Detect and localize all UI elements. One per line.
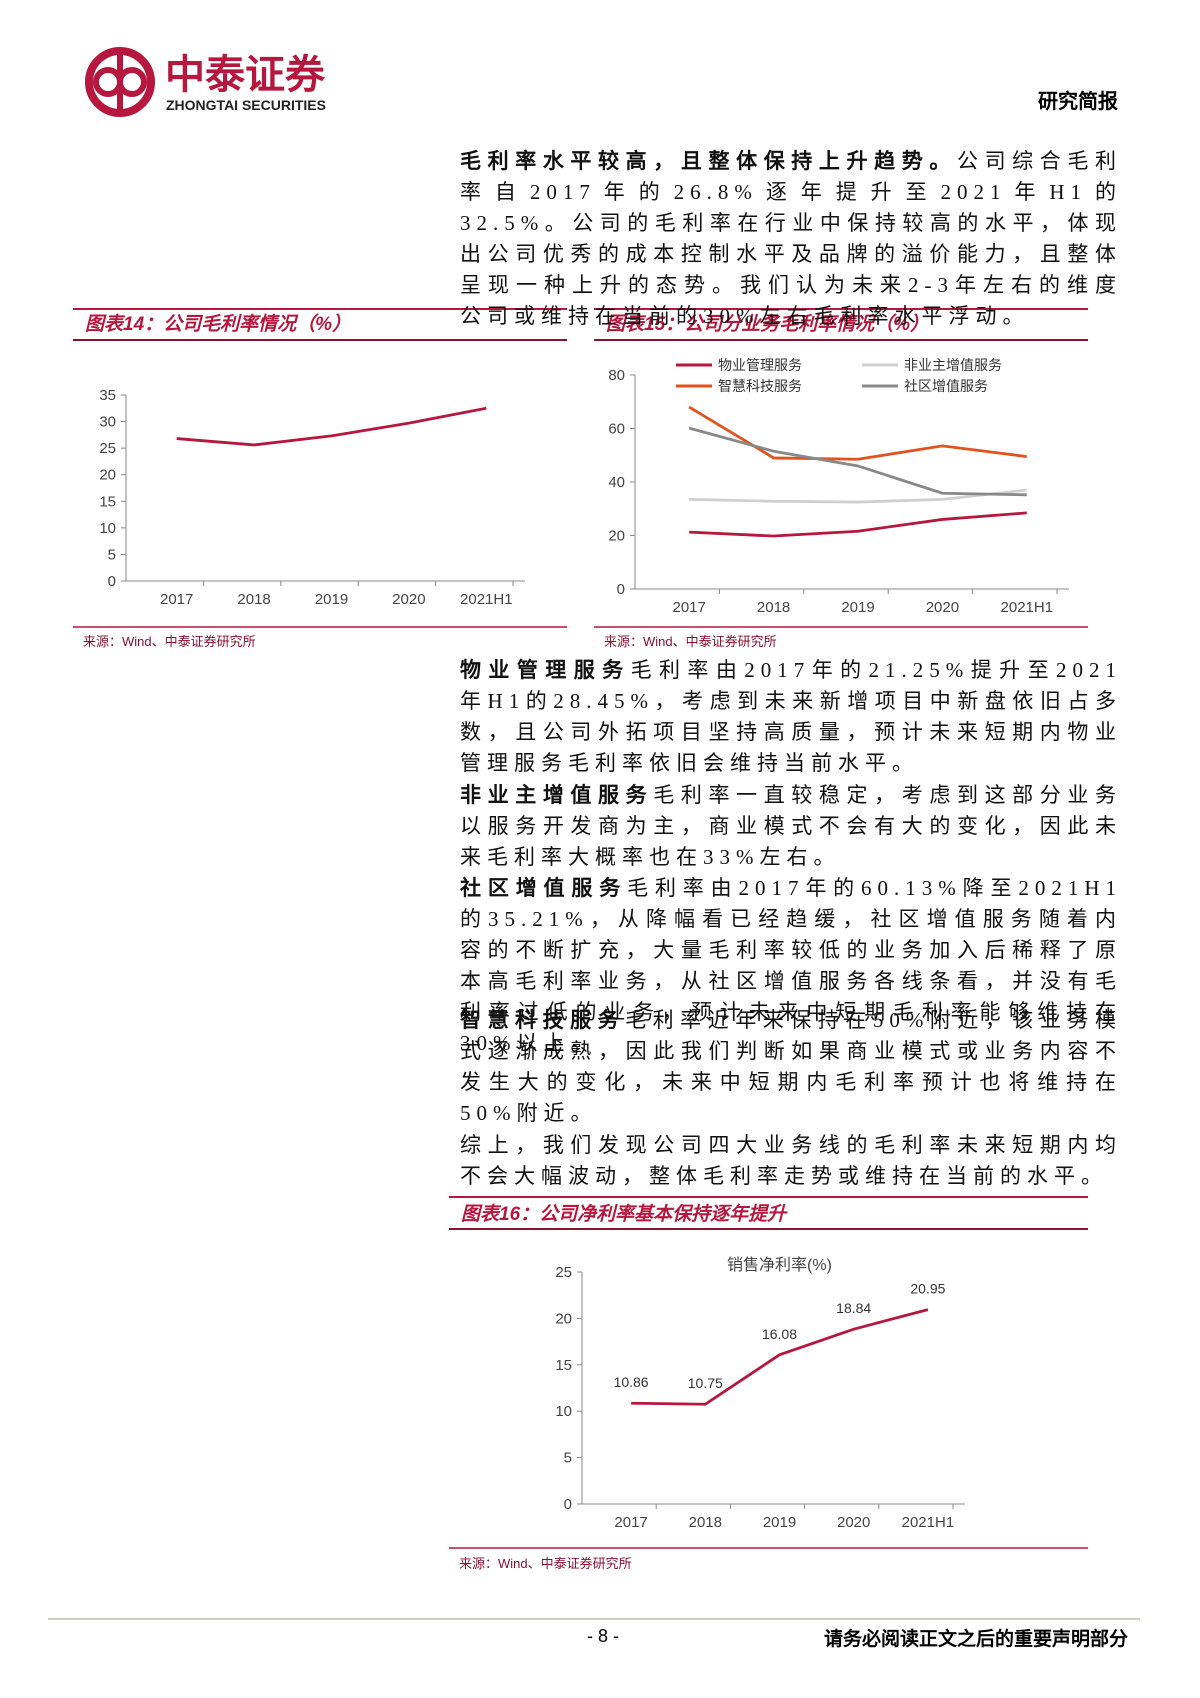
paragraph: 社区增值服务毛利率由2017年的60.13%降至2021H1的35.21%，从降… <box>460 873 1122 1059</box>
y-tick-label: 25 <box>99 440 116 457</box>
page-number: - 8 - <box>587 1626 619 1646</box>
x-tick-label: 2018 <box>689 1514 722 1531</box>
y-tick-label: 0 <box>617 581 625 598</box>
figure-source: 来源：Wind、中泰证券研究所 <box>604 634 777 649</box>
figure-title: 图表15：公司分业务毛利率情况（%） <box>606 313 929 335</box>
data-label: 16.08 <box>762 1326 797 1342</box>
data-line <box>631 1308 929 1406</box>
text: 毛利率由2017年的60.13%降至2021H1的35.21%，从降幅看已经趋缓… <box>460 876 1122 1055</box>
logo-mark <box>117 67 147 97</box>
x-tick-label: 2018 <box>757 599 790 616</box>
y-tick-label: 30 <box>99 414 116 431</box>
data-label: 10.86 <box>614 1374 649 1390</box>
paragraph: 综上，我们发现公司四大业务线的毛利率未来短期内均不会大幅波动，整体毛利率走势或维… <box>460 1130 1122 1192</box>
text: 毛利率近年来保持在50%附近，该业务模式逐渐成熟，因此我们判断如果商业模式或业务… <box>460 1008 1122 1125</box>
text: 毛利率一直较稳定，考虑到这部分业务以服务开发商为主，商业模式不会有大的变化，因此… <box>460 783 1123 869</box>
chart-title: 销售净利率(%) <box>727 1256 832 1274</box>
y-tick-label: 40 <box>608 474 625 491</box>
legend-label: 智慧科技服务 <box>718 378 802 394</box>
x-tick-label: 2021H1 <box>902 1514 955 1531</box>
figure-source: 来源：Wind、中泰证券研究所 <box>459 1556 632 1571</box>
figure-title: 图表14：公司毛利率情况（%） <box>85 313 351 335</box>
paragraph: 智慧科技服务毛利率近年来保持在50%附近，该业务模式逐渐成熟，因此我们判断如果商… <box>460 1005 1122 1129</box>
y-tick-label: 0 <box>564 1496 572 1513</box>
data-label: 10.75 <box>688 1375 723 1391</box>
y-tick-label: 0 <box>108 573 116 590</box>
y-tick-label: 20 <box>555 1310 572 1327</box>
data-line <box>689 488 1027 504</box>
lead: 物业管理服务 <box>460 658 631 682</box>
x-tick-label: 2017 <box>614 1514 647 1531</box>
brand: 中泰证券 <box>165 53 326 97</box>
lead: 社区增值服务 <box>460 876 628 900</box>
lead: 智慧科技服务 <box>460 1008 626 1032</box>
lead: 非业主增值服务 <box>460 783 654 807</box>
y-tick-label: 80 <box>608 367 625 384</box>
x-tick-label: 2019 <box>841 599 874 616</box>
y-tick-label: 5 <box>564 1450 572 1467</box>
data-line <box>689 511 1027 538</box>
y-tick-label: 20 <box>608 528 625 545</box>
paragraph-group: 非业主增值服务毛利率一直较稳定，考虑到这部分业务以服务开发商为主，商业模式不会有… <box>460 780 1122 1059</box>
text: 公司综合毛利率自2017年的26.8%逐年提升至2021年H1的32.5%。公司… <box>460 149 1123 328</box>
y-tick-label: 15 <box>99 493 116 510</box>
legend-label: 非业主增值服务 <box>904 357 1002 373</box>
x-tick-label: 2020 <box>392 591 425 608</box>
x-tick-label: 2019 <box>315 591 348 608</box>
y-tick-label: 5 <box>108 546 116 563</box>
x-tick-label: 2017 <box>673 599 706 616</box>
y-tick-label: 60 <box>608 421 625 438</box>
x-tick-label: 2018 <box>237 591 270 608</box>
data-line <box>688 426 1027 497</box>
text: 综上，我们发现公司四大业务线的毛利率未来短期内均不会大幅波动，整体毛利率走势或维… <box>460 1133 1122 1188</box>
legend-label: 物业管理服务 <box>718 357 802 373</box>
paragraph: 物业管理服务毛利率由2017年的21.25%提升至2021年H1的28.45%，… <box>460 655 1122 779</box>
y-tick-label: 35 <box>99 387 116 404</box>
y-tick-label: 10 <box>555 1403 572 1420</box>
logo-ring <box>85 47 155 117</box>
x-tick-label: 2019 <box>763 1514 796 1531</box>
figure-title: 图表16：公司净利率基本保持逐年提升 <box>461 1203 788 1225</box>
x-tick-label: 2020 <box>926 599 959 616</box>
text: 毛利率由2017年的21.25%提升至2021年H1的28.45%，考虑到未来新… <box>460 658 1122 775</box>
paragraph: 毛利率水平较高，且整体保持上升趋势。公司综合毛利率自2017年的26.8%逐年提… <box>460 146 1122 332</box>
data-label: 20.95 <box>910 1281 945 1297</box>
y-tick-label: 15 <box>555 1357 572 1374</box>
lead: 毛利率水平较高，且整体保持上升趋势。 <box>460 149 957 173</box>
data-line <box>176 406 487 447</box>
figure-source: 来源：Wind、中泰证券研究所 <box>83 634 256 649</box>
y-tick-label: 25 <box>555 1264 572 1281</box>
brand-en: ZHONGTAI SECURITIES <box>166 97 326 113</box>
y-tick-label: 20 <box>99 467 116 484</box>
logo-mark <box>93 67 123 97</box>
x-tick-label: 2017 <box>160 591 193 608</box>
paragraph: 非业主增值服务毛利率一直较稳定，考虑到这部分业务以服务开发商为主，商业模式不会有… <box>460 780 1122 873</box>
y-tick-label: 10 <box>99 520 116 537</box>
x-tick-label: 2021H1 <box>1001 599 1054 616</box>
report-type: 研究简报 <box>1038 89 1118 113</box>
x-tick-label: 2021H1 <box>460 591 513 608</box>
x-tick-label: 2020 <box>837 1514 870 1531</box>
data-label: 18.84 <box>836 1300 871 1316</box>
data-line <box>688 405 1027 461</box>
legend-label: 社区增值服务 <box>904 378 988 394</box>
footer-notice: 请务必阅读正文之后的重要声明部分 <box>824 1627 1128 1650</box>
